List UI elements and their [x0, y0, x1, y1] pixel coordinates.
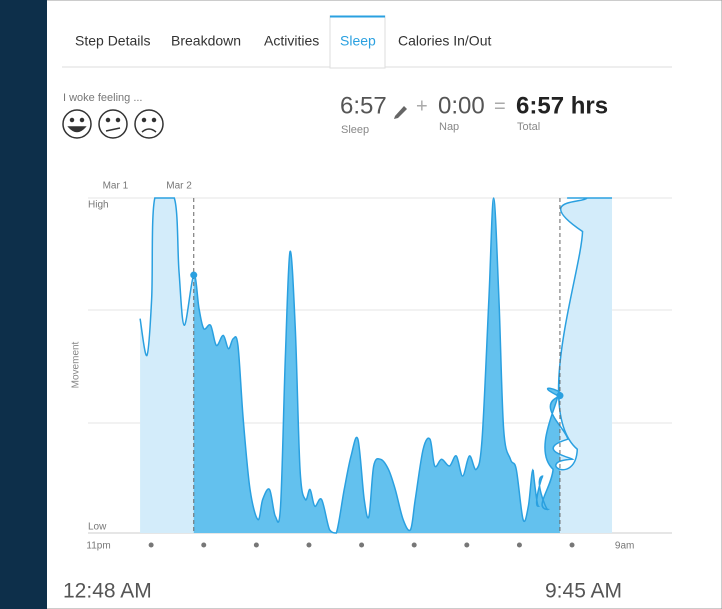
- hour-dot: [516, 542, 522, 548]
- marker-dot: [556, 392, 564, 400]
- tab[interactable]: Sleep: [340, 33, 376, 49]
- marker-time: 9:45 AM: [545, 580, 622, 603]
- date-label: Mar 1: [103, 181, 129, 192]
- mood-faces[interactable]: [62, 109, 164, 139]
- hour-dot: [359, 542, 365, 548]
- marker-time: 12:48 AM: [63, 580, 152, 603]
- total-value: 6:57 hrs: [516, 92, 608, 119]
- tab[interactable]: Breakdown: [171, 33, 241, 49]
- sidebar: [0, 0, 47, 609]
- edit-icon[interactable]: [394, 106, 407, 119]
- x-tick-label: 9am: [615, 541, 634, 552]
- y-tick-label: High: [88, 200, 109, 211]
- sleep-label: Sleep: [341, 124, 369, 136]
- hour-dot: [411, 542, 417, 548]
- hour-dot: [464, 542, 470, 548]
- movement-line: [139, 197, 613, 534]
- equals: =: [494, 95, 506, 117]
- chart: Low High 11pm 9am Mar 1 Mar 2 12:48 AM 9:45 AM: [63, 181, 672, 603]
- sleep-value: 6:57: [340, 92, 387, 119]
- y-axis-label: Movement: [71, 341, 82, 388]
- tab[interactable]: Activities: [264, 33, 319, 49]
- active-tab: [329, 15, 386, 69]
- nap-value: 0:00: [438, 92, 485, 119]
- tab-bar: Step Details Breakdown Activities Sleep Calo…: [75, 15, 491, 69]
- nap-label: Nap: [439, 121, 459, 133]
- hour-dot: [253, 542, 259, 548]
- hour-dot: [306, 542, 312, 548]
- mood-prompt: I woke feeling ...: [63, 92, 143, 104]
- marker-dot: [190, 271, 198, 279]
- y-tick-label: Low: [88, 522, 107, 533]
- plus: +: [416, 95, 428, 117]
- date-label: Mar 2: [166, 181, 192, 192]
- x-tick-label: 11pm: [86, 541, 110, 552]
- tab[interactable]: Step Details: [75, 33, 150, 49]
- hour-dot: [201, 542, 207, 548]
- hour-dot: [569, 542, 575, 548]
- tab[interactable]: Calories In/Out: [398, 33, 491, 49]
- hour-dot: [148, 542, 154, 548]
- area-asleep: [193, 198, 560, 533]
- total-label: Total: [517, 121, 540, 133]
